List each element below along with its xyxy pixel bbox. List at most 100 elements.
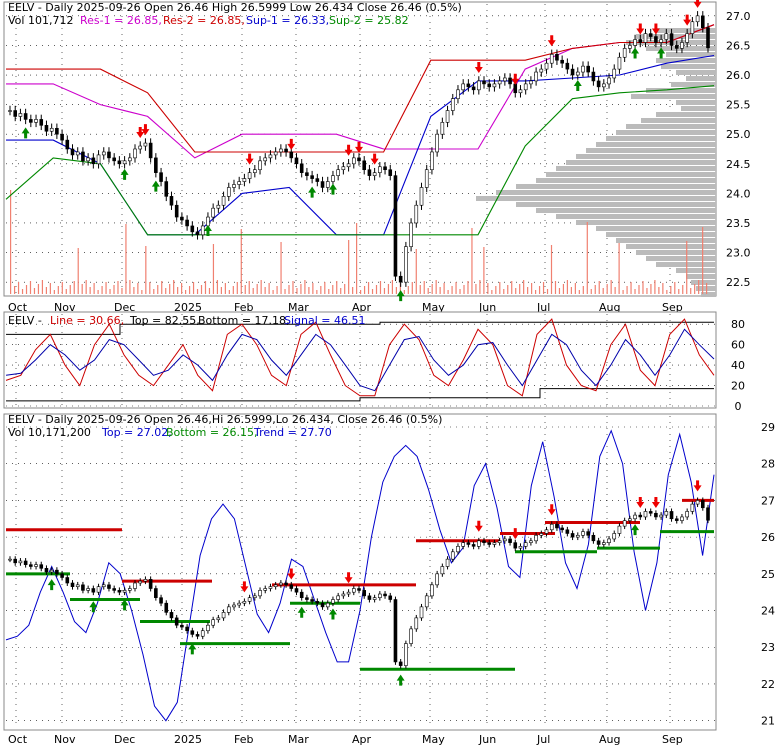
candle-body <box>612 68 617 79</box>
buy-arrow-icon <box>308 186 317 198</box>
candle-body <box>409 222 413 247</box>
candle-body <box>607 77 611 85</box>
osc-line-label: Line = 30.66, <box>50 314 124 327</box>
price-y-tick: 26.5 <box>726 39 751 52</box>
volume-bar <box>324 282 326 294</box>
candle-body <box>648 33 653 37</box>
volume-bar <box>415 249 417 294</box>
volume-bar <box>435 280 437 294</box>
price-x-tick: Mar <box>288 301 309 314</box>
volume-bar <box>105 282 107 294</box>
trend-x-tick: Sep <box>662 733 683 745</box>
volume-bar <box>149 282 151 294</box>
candle-body <box>101 151 106 156</box>
candle-body <box>211 207 215 218</box>
profile-bar <box>576 220 716 225</box>
trend-y-tick: 24 <box>761 605 775 618</box>
trend-candle-body <box>279 582 283 586</box>
trend-candle-body <box>91 588 96 593</box>
volume-bar <box>117 281 119 294</box>
candle-body <box>565 62 570 70</box>
volume-bar <box>558 288 561 294</box>
sup2-label: Sup-2 = 25.82 <box>329 14 409 27</box>
buy-arrow-icon <box>631 47 640 59</box>
candle-body <box>60 133 64 141</box>
profile-bar <box>656 262 716 267</box>
volume-bar <box>638 285 640 294</box>
candle-body <box>414 204 419 224</box>
price-y-tick: 26.0 <box>726 69 751 82</box>
buy-arrow-icon <box>631 524 640 536</box>
volume-bar <box>256 284 258 294</box>
profile-bar <box>671 82 716 87</box>
trend-candle-body <box>263 588 268 591</box>
volume-bar <box>459 289 461 294</box>
buy-arrow-icon <box>188 643 197 655</box>
trend-band-line <box>5 429 715 722</box>
volume-bar <box>41 280 44 294</box>
sell-arrow-icon <box>547 504 556 516</box>
candle-body <box>664 33 669 40</box>
volume-bar <box>554 281 557 294</box>
trend-candle-body <box>404 643 408 666</box>
trend-header-vol: Vol 10,171,200 <box>8 426 91 439</box>
trend-candle-body <box>237 602 241 606</box>
volume-bar <box>45 287 47 294</box>
sell-arrow-icon <box>355 141 363 153</box>
volume-bar <box>73 281 75 294</box>
volume-bar <box>562 284 565 294</box>
candle-body <box>695 15 700 23</box>
volume-bar <box>594 285 596 294</box>
sell-arrow-icon <box>136 127 145 139</box>
candle-body <box>263 157 268 162</box>
sell-arrow-icon <box>245 153 254 165</box>
volume-bar <box>244 285 246 294</box>
volume-bar <box>391 280 394 294</box>
volume-bar <box>81 284 83 294</box>
trend-candle-body <box>284 582 288 586</box>
profile-bar <box>656 28 716 33</box>
candle-body <box>529 80 533 85</box>
trend-candle-body <box>169 612 174 619</box>
candle-body <box>581 65 585 73</box>
trend-candle-body <box>133 582 137 589</box>
candle-body <box>75 151 80 156</box>
trend-candle-body <box>492 542 497 545</box>
candle-body <box>393 175 398 277</box>
trend-candle-body <box>112 588 116 591</box>
trend-top-label: Top = 27.02, <box>101 426 172 439</box>
volume-bar <box>602 288 604 294</box>
candle-body <box>357 157 361 162</box>
volume-bar <box>264 287 266 294</box>
trend-candle-body <box>211 619 215 626</box>
trend-candle-body <box>310 599 314 602</box>
volume-bar <box>320 286 322 294</box>
candle-body <box>508 77 512 85</box>
volume-bar <box>419 285 421 294</box>
candle-body <box>268 154 273 159</box>
candle-body <box>148 142 153 159</box>
volume-bar <box>344 284 346 294</box>
trend-candle-body <box>232 604 236 608</box>
volume-bar <box>542 282 545 294</box>
volume-bar <box>531 283 533 294</box>
profile-bar <box>586 148 716 153</box>
volume-bar <box>443 283 445 294</box>
trend-x-tick: May <box>422 733 445 745</box>
trend-candle-body <box>638 514 643 518</box>
profile-bar <box>546 172 716 177</box>
sell-arrow-icon <box>344 572 353 584</box>
trend-candle-body <box>138 580 143 584</box>
volume-bar <box>455 282 457 294</box>
candle-body <box>320 181 325 188</box>
volume-bar <box>359 290 362 294</box>
volume-bar <box>17 282 20 294</box>
trend-candle-body <box>450 551 455 560</box>
volume-bar <box>260 280 262 294</box>
trend-candle-body <box>388 595 393 600</box>
trend-candle-body <box>685 511 689 518</box>
sell-arrow-icon <box>651 496 660 508</box>
trend-candle-body <box>299 591 304 598</box>
trend-x-tick: 2025 <box>174 733 202 745</box>
trend-candle-body <box>607 538 611 543</box>
